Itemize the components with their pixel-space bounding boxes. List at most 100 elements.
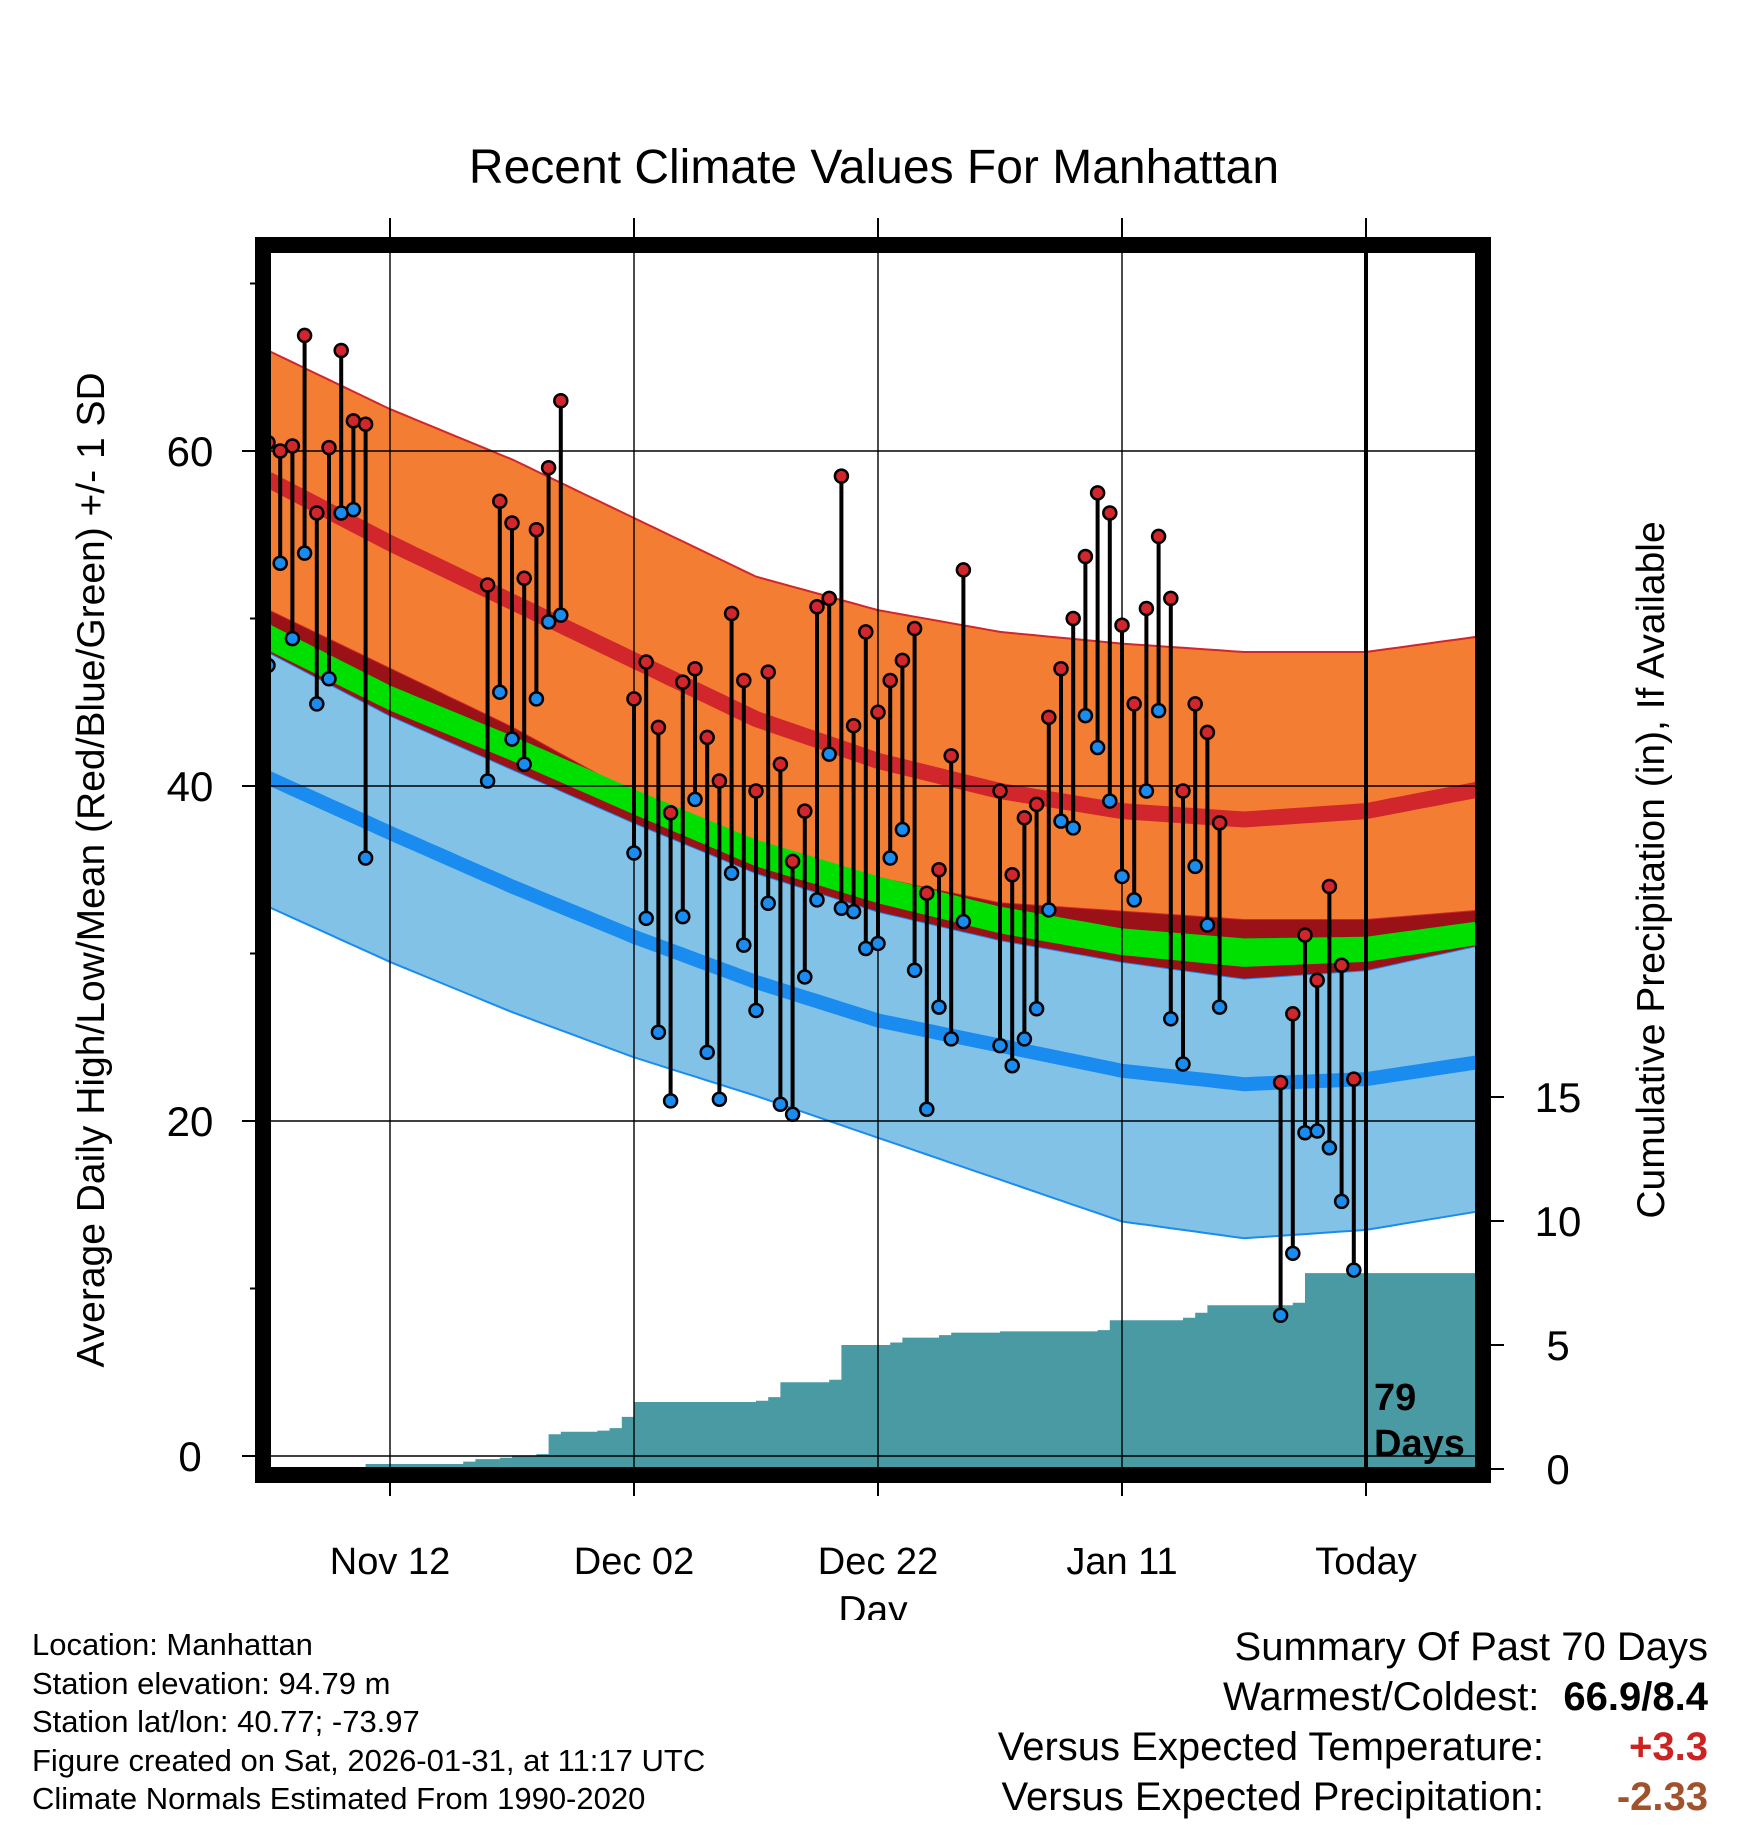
low-point [931, 999, 947, 1015]
warm-cold-label: Warmest/Coldest: [1223, 1675, 1540, 1719]
low-point [1346, 1262, 1362, 1278]
x-tick-label: Dec 22 [818, 1541, 938, 1583]
low-point [699, 1044, 715, 1061]
high-point [736, 672, 752, 689]
low-point [1126, 892, 1142, 908]
low-point [1138, 783, 1155, 799]
low-point [711, 1091, 728, 1107]
low-point [321, 671, 337, 687]
high-point [638, 654, 654, 670]
low-point [1028, 1001, 1045, 1017]
high-point [1150, 528, 1167, 545]
low-point [919, 1101, 935, 1118]
climate-chart: Recent Climate Values For Manhattan 79Da… [70, 141, 1673, 1620]
low-point [1309, 1123, 1325, 1139]
low-point [638, 910, 654, 927]
low-point [748, 1002, 764, 1019]
low-point [1285, 1245, 1301, 1262]
mean-normal-band [268, 623, 1483, 967]
high-point [1321, 878, 1338, 895]
low-point [662, 1093, 679, 1109]
high-point [1297, 927, 1313, 943]
precip-label: Versus Expected Precipitation: [1001, 1775, 1544, 1819]
high-point [760, 664, 776, 680]
high-point [626, 691, 642, 707]
high-point [357, 416, 374, 432]
low-point [272, 555, 288, 571]
low-point [479, 773, 496, 789]
low-point [992, 1037, 1008, 1054]
low-point [1114, 868, 1130, 885]
y-tick-label: 40 [167, 763, 214, 810]
low-point [1041, 902, 1057, 918]
low-point [516, 756, 532, 772]
high-point [845, 717, 862, 734]
high-point [723, 605, 740, 622]
low-point [1321, 1140, 1338, 1156]
high-point [1016, 810, 1033, 826]
high-point [675, 674, 691, 690]
high-point [882, 672, 898, 689]
high-point [1114, 617, 1130, 633]
low-point [626, 845, 642, 861]
high-point [992, 783, 1008, 799]
high-point [919, 885, 935, 901]
low-point [809, 892, 825, 908]
precipitation-area [268, 1273, 1483, 1469]
y-tick-label: 0 [178, 1433, 201, 1480]
high-point [1089, 485, 1106, 501]
low-point [723, 865, 740, 881]
low-point [882, 850, 898, 866]
high-point [1272, 1074, 1289, 1091]
high-point [1175, 783, 1191, 799]
high-point [650, 719, 667, 736]
summary-warm-cold: Warmest/Coldest: 66.9/8.4 [998, 1672, 1708, 1722]
low-point [1065, 820, 1081, 836]
high-point [516, 570, 532, 587]
low-point [736, 937, 752, 953]
high-point [1163, 590, 1179, 607]
low-point [284, 630, 301, 647]
high-point [687, 661, 703, 677]
high-point [870, 704, 886, 721]
y-tick-label: 20 [167, 1098, 214, 1145]
high-point [479, 577, 496, 593]
low-point [1199, 917, 1216, 933]
low-point [553, 607, 569, 623]
temp-value: +3.3 [1629, 1725, 1708, 1769]
high-point [321, 439, 337, 456]
high-point [821, 590, 837, 607]
high-point [1333, 957, 1350, 973]
low-point [687, 791, 703, 808]
high-point [1028, 796, 1045, 813]
high-point [504, 515, 520, 531]
precip-area-shape [268, 1273, 1483, 1469]
observations [260, 327, 1362, 1324]
low-point [870, 935, 886, 952]
low-point [1211, 999, 1228, 1015]
low-point [650, 1024, 667, 1040]
high-point [1004, 867, 1020, 883]
low-point [1163, 1011, 1179, 1027]
high-point [943, 748, 959, 764]
high-point [931, 862, 947, 878]
low-point [760, 895, 776, 911]
high-point [833, 468, 850, 484]
high-point [1346, 1071, 1362, 1087]
high-point [1285, 1006, 1301, 1022]
low-point [1175, 1056, 1191, 1072]
low-point [675, 908, 691, 925]
high-point [1309, 972, 1325, 989]
low-point [784, 1106, 801, 1123]
high-point [955, 562, 972, 578]
latlon-text: Station lat/lon: 40.77; -73.97 [32, 1704, 420, 1739]
y2-tick-label: 10 [1535, 1198, 1582, 1245]
high-point [309, 505, 325, 521]
high-point [711, 773, 728, 789]
low-point [296, 545, 313, 561]
station-info: Location: Manhattan Station elevation: 9… [32, 1626, 705, 1819]
normals-text: Climate Normals Estimated From 1990-2020 [32, 1781, 646, 1816]
high-point [1065, 610, 1081, 627]
high-point [894, 652, 911, 669]
created-text: Figure created on Sat, 2026-01-31, at 11… [32, 1742, 706, 1778]
